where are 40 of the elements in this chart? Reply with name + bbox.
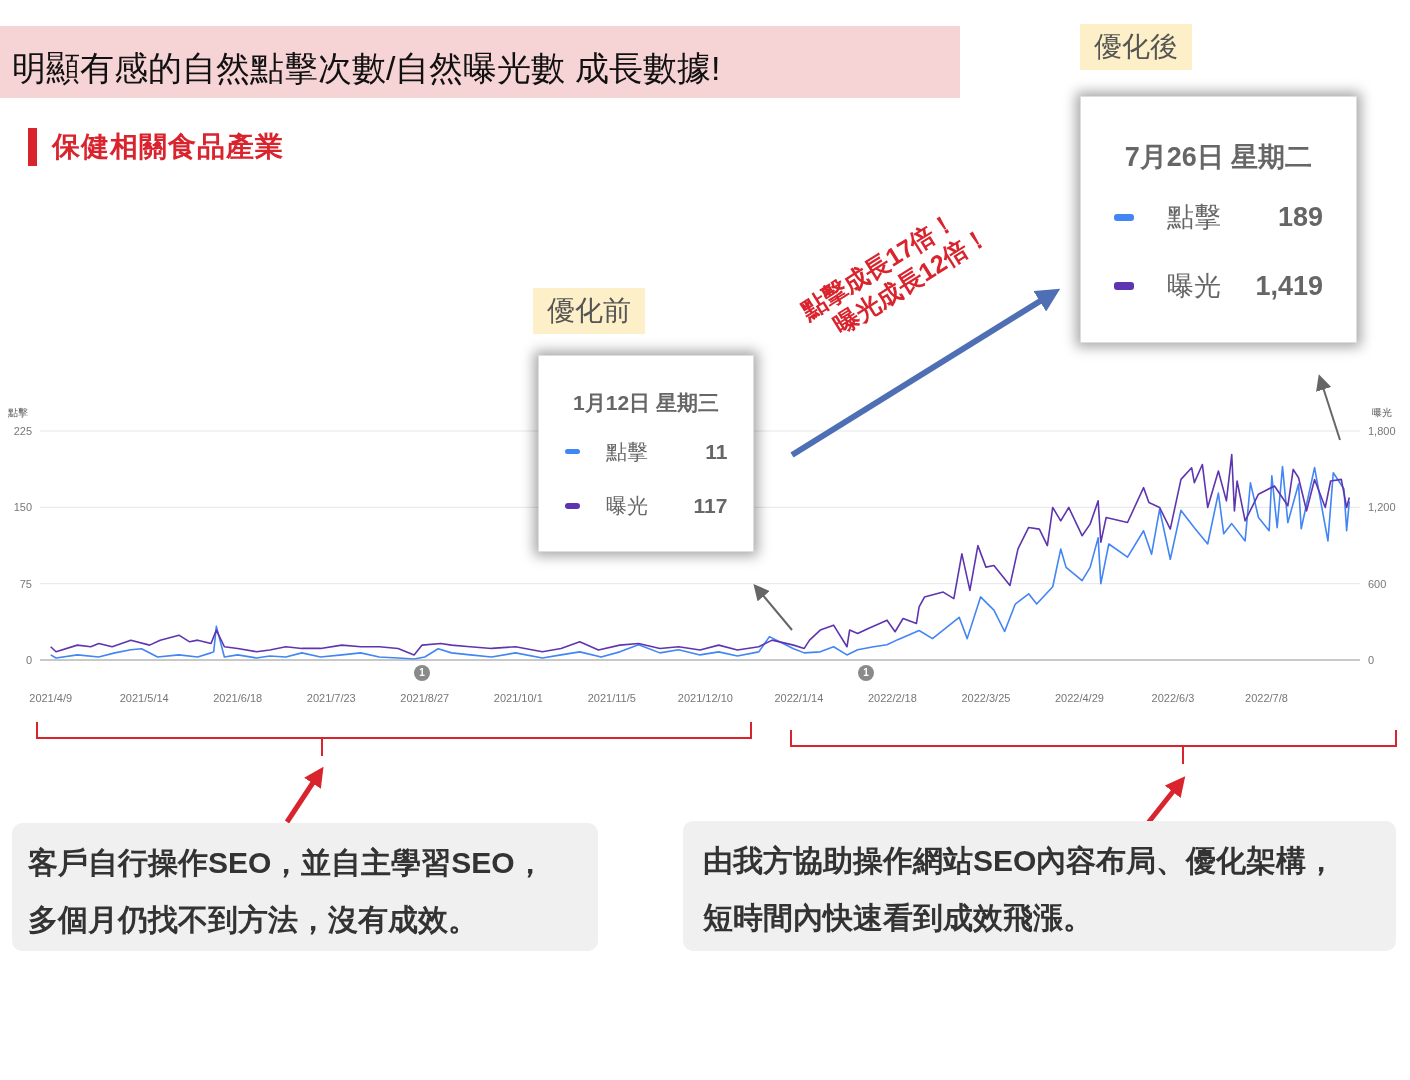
- text: 由我方協助操作網站SEO內容布局、優化架構，: [703, 843, 1337, 879]
- chart-title: 明顯有感的自然點擊次數/自然曝光數 成長數據!: [12, 48, 721, 89]
- y2-axis-title: 曝光: [1372, 406, 1392, 420]
- text: 短時間內快速看到成效飛漲。: [703, 900, 1093, 936]
- y2-tick-label: 600: [1368, 577, 1387, 590]
- legend-label: 點擊: [605, 438, 648, 465]
- text: 多個月仍找不到方法，沒有成效。: [28, 902, 478, 938]
- text: 1月12日 星期三: [572, 390, 720, 417]
- x-tick-label: 2021/10/1: [493, 691, 543, 704]
- y2-tick-label: 1,200: [1368, 501, 1396, 514]
- text: 優化前: [533, 288, 645, 334]
- x-tick-label: 2021/12/10: [677, 691, 733, 704]
- text: 1: [858, 665, 874, 681]
- x-tick-label: 2022/4/29: [1054, 691, 1104, 704]
- x-tick-label: 2022/6/3: [1151, 691, 1195, 704]
- annotation: 117: [693, 494, 728, 519]
- y2-tick-label: 1,800: [1368, 424, 1396, 437]
- text: 1: [414, 665, 430, 681]
- legend-label: 曝光: [605, 493, 648, 520]
- y-tick-label: 150: [13, 501, 32, 514]
- y-tick-label: 0: [25, 653, 32, 666]
- x-tick-label: 2021/5/14: [119, 691, 169, 704]
- x-tick-label: 2022/2/18: [867, 691, 917, 704]
- y-tick-label: 225: [13, 424, 32, 437]
- chart-subtitle: 保健相關食品產業: [52, 130, 284, 164]
- x-tick-label: 2021/11/5: [587, 691, 636, 704]
- x-tick-label: 2022/3/25: [961, 691, 1011, 704]
- x-tick-label: 2021/7/23: [306, 691, 356, 704]
- x-tick-label: 2021/8/27: [400, 691, 450, 704]
- x-tick-label: 2022/7/8: [1245, 691, 1288, 704]
- y-axis-title: 點擊: [8, 406, 28, 420]
- x-tick-label: 2021/6/18: [213, 691, 263, 704]
- x-tick-label: 2021/4/9: [29, 691, 73, 704]
- y2-tick-label: 0: [1368, 653, 1375, 666]
- tooltip-card: 7月26日 星期二 點擊 189 曝光 1,419: [1080, 96, 1357, 343]
- y-tick-label: 75: [19, 577, 32, 590]
- text: 客戶自行操作SEO，並自主學習SEO，: [28, 845, 545, 881]
- text: 優化後: [1080, 24, 1192, 70]
- x-tick-label: 2022/1/14: [774, 691, 824, 704]
- annotation: 11: [705, 439, 728, 464]
